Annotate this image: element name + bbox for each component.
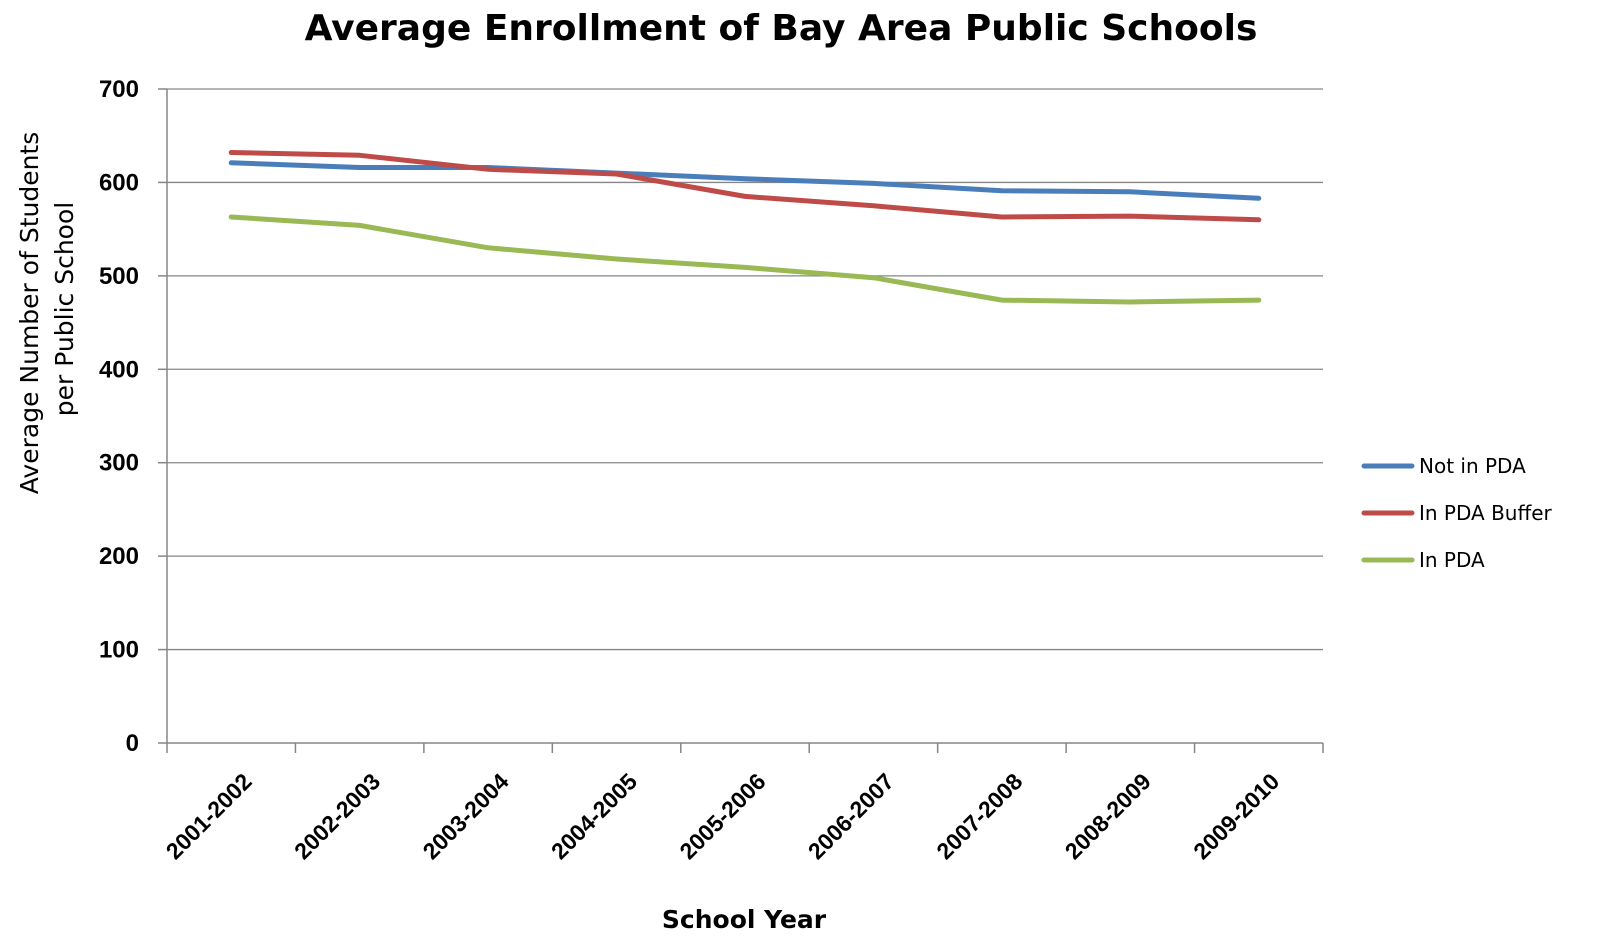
y-tick-label: 200 (99, 543, 139, 570)
legend-label-in-pda: In PDA (1419, 548, 1485, 572)
y-axis-title-line-1: Average Number of Students (15, 132, 44, 494)
series-line-in-pda (228, 214, 1262, 305)
x-tick-label: 2007-2008 (931, 768, 1027, 864)
y-tick-label: 500 (99, 263, 139, 290)
series-line-in-pda-buffer (228, 150, 1262, 223)
y-tick-labels: 0 100 200 300 400 500 600 700 (99, 76, 139, 757)
legend-label-in-pda-buffer: In PDA Buffer (1419, 501, 1553, 525)
y-tick-label: 600 (99, 169, 139, 196)
chart-title: Average Enrollment of Bay Area Public Sc… (305, 8, 1258, 49)
x-tick-label: 2005-2006 (674, 768, 770, 864)
x-tick-label: 2008-2009 (1060, 768, 1156, 864)
x-axis-title: School Year (662, 905, 827, 934)
series-line-not-in-pda (228, 160, 1262, 201)
gridlines (158, 88, 1323, 744)
x-tick-label: 2002-2003 (289, 768, 385, 864)
legend-label-not-in-pda: Not in PDA (1419, 454, 1526, 478)
x-tick-label: 2001-2002 (161, 768, 257, 864)
x-tick-label: 2004-2005 (546, 768, 642, 864)
y-tick-label: 300 (99, 450, 139, 477)
y-tick-label: 400 (99, 356, 139, 383)
y-tick-label: 700 (99, 76, 139, 103)
y-axis-title-line-2: per Public School (50, 202, 79, 416)
x-tick-marks-and-labels: 2001-2002 2002-2003 2003-2004 2004-2005 2005… (161, 743, 1324, 864)
x-tick-label: 2006-2007 (803, 768, 899, 864)
x-tick-label: 2009-2010 (1188, 768, 1284, 864)
x-tick-label: 2003-2004 (417, 768, 513, 864)
y-axis-title: Average Number of Students per Public Sc… (15, 124, 79, 494)
series-lines (228, 150, 1262, 305)
legend: Not in PDA In PDA Buffer In PDA (1361, 454, 1553, 572)
y-tick-label: 100 (99, 637, 139, 664)
y-tick-label: 0 (126, 730, 139, 757)
